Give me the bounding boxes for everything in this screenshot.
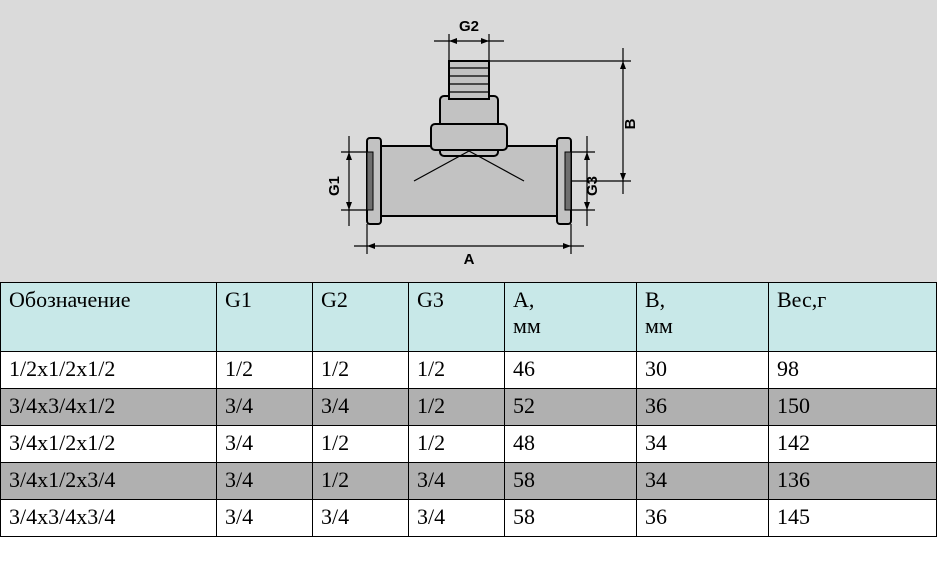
cell-a: 46	[505, 352, 637, 389]
table-row: 3/4х1/2х3/43/41/23/45834136	[1, 463, 937, 500]
col-g2: G2	[313, 283, 409, 352]
cell-b: 34	[637, 463, 769, 500]
cell-b: 36	[637, 500, 769, 537]
cell-g2: 3/4	[313, 500, 409, 537]
cell-designation: 3/4х3/4х1/2	[1, 389, 217, 426]
spec-table: ОбозначениеG1G2G3А,ммВ,ммВес,г 1/2х1/2х1…	[0, 282, 937, 537]
cell-g3: 1/2	[409, 352, 505, 389]
cell-designation: 3/4х1/2х3/4	[1, 463, 217, 500]
col-g3: G3	[409, 283, 505, 352]
cell-g1: 3/4	[217, 426, 313, 463]
col-weight: Вес,г	[769, 283, 937, 352]
cell-g2: 1/2	[313, 463, 409, 500]
cell-designation: 3/4х1/2х1/2	[1, 426, 217, 463]
cell-weight: 150	[769, 389, 937, 426]
cell-a: 52	[505, 389, 637, 426]
tee-fitting-diagram: .line { stroke:#000; stroke-width:2; fil…	[259, 6, 679, 276]
cell-g1: 1/2	[217, 352, 313, 389]
label-b: B	[622, 118, 639, 129]
label-g3: G3	[584, 176, 601, 196]
dim-g2: G2	[434, 18, 504, 61]
table-row: 3/4х1/2х1/23/41/21/24834142	[1, 426, 937, 463]
table-row: 3/4х3/4х1/23/43/41/25236150	[1, 389, 937, 426]
col-a: А,мм	[505, 283, 637, 352]
col-b: В,мм	[637, 283, 769, 352]
table-header: ОбозначениеG1G2G3А,ммВ,ммВес,г	[1, 283, 937, 352]
cell-g3: 3/4	[409, 463, 505, 500]
cell-designation: 3/4х3/4х3/4	[1, 500, 217, 537]
label-g2: G2	[458, 18, 478, 35]
cell-g2: 1/2	[313, 426, 409, 463]
cell-g1: 3/4	[217, 463, 313, 500]
label-g1: G1	[326, 176, 343, 196]
col-g1: G1	[217, 283, 313, 352]
cell-g1: 3/4	[217, 500, 313, 537]
cell-g1: 3/4	[217, 389, 313, 426]
cell-a: 58	[505, 500, 637, 537]
tee-body	[367, 61, 571, 224]
cell-weight: 142	[769, 426, 937, 463]
cell-g2: 1/2	[313, 352, 409, 389]
cell-b: 34	[637, 426, 769, 463]
cell-g3: 1/2	[409, 426, 505, 463]
cell-weight: 145	[769, 500, 937, 537]
cell-g3: 1/2	[409, 389, 505, 426]
col-designation: Обозначение	[1, 283, 217, 352]
dim-a: A	[354, 224, 584, 268]
cell-a: 58	[505, 463, 637, 500]
cell-g2: 3/4	[313, 389, 409, 426]
cell-weight: 98	[769, 352, 937, 389]
dim-g1: G1	[326, 136, 367, 226]
table-row: 3/4х3/4х3/43/43/43/45836145	[1, 500, 937, 537]
table-body: 1/2х1/2х1/21/21/21/24630983/4х3/4х1/23/4…	[1, 352, 937, 537]
label-a: A	[463, 251, 474, 268]
cell-b: 30	[637, 352, 769, 389]
cell-designation: 1/2х1/2х1/2	[1, 352, 217, 389]
diagram-area: .line { stroke:#000; stroke-width:2; fil…	[0, 0, 937, 282]
cell-g3: 3/4	[409, 500, 505, 537]
cell-b: 36	[637, 389, 769, 426]
table-row: 1/2х1/2х1/21/21/21/2463098	[1, 352, 937, 389]
cell-a: 48	[505, 426, 637, 463]
cell-weight: 136	[769, 463, 937, 500]
